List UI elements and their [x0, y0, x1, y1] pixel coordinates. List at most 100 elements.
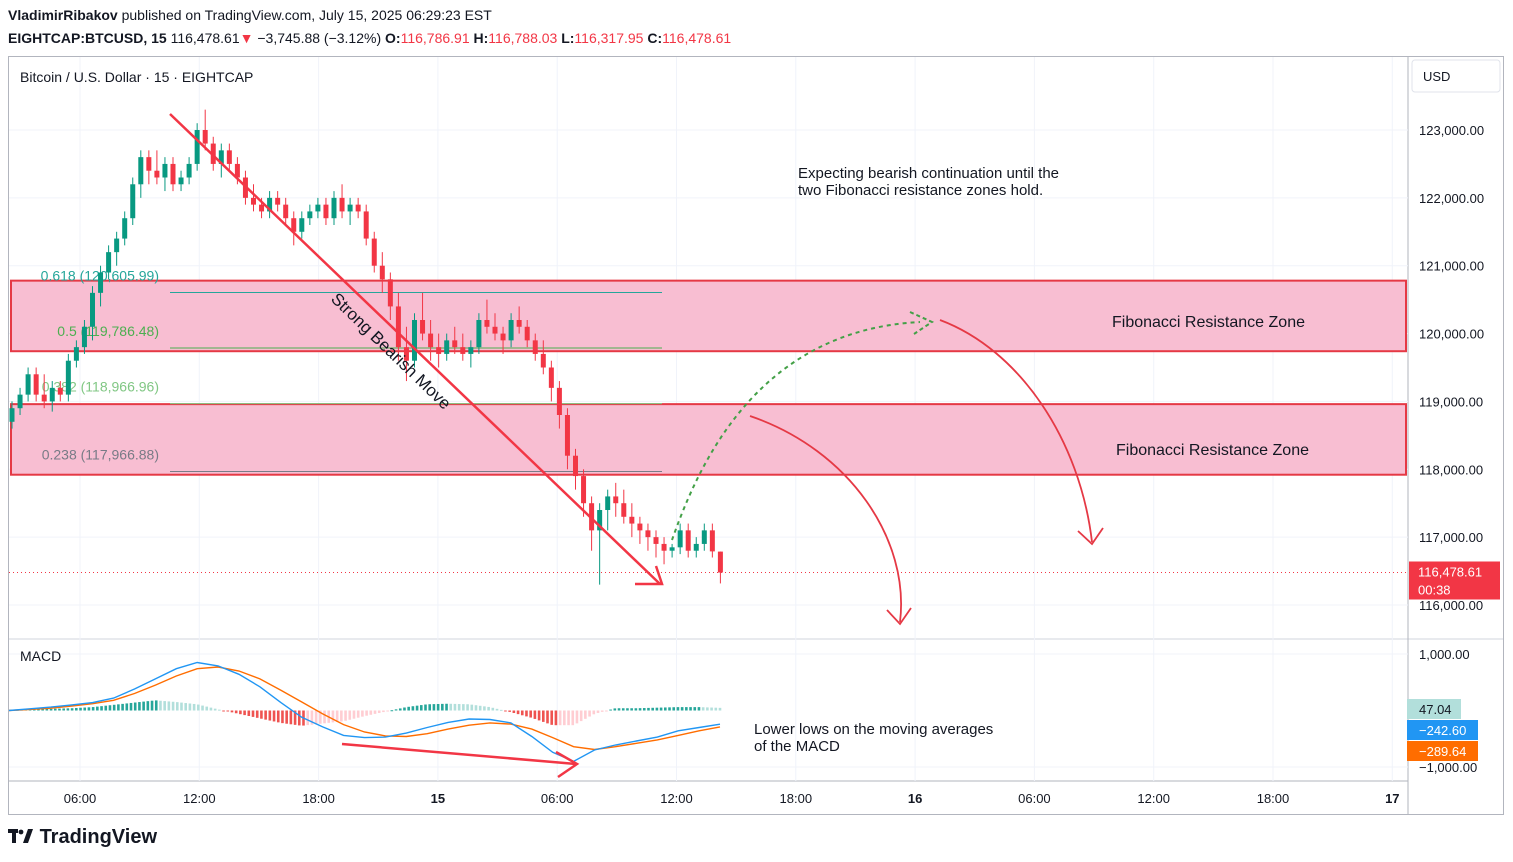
candle-body[interactable] [637, 523, 643, 531]
candle-body[interactable] [484, 320, 490, 327]
candle-body[interactable] [460, 347, 466, 354]
candle-body[interactable] [122, 218, 128, 239]
macd-divergence-arrow[interactable] [341, 742, 580, 779]
candle-body[interactable] [33, 374, 39, 395]
candle-body[interactable] [162, 163, 168, 178]
candle-body[interactable] [387, 279, 393, 307]
candle-body[interactable] [315, 204, 321, 212]
candle-body[interactable] [323, 204, 329, 219]
candle-body[interactable] [436, 347, 442, 354]
candle-body[interactable] [709, 530, 715, 552]
candle-body[interactable] [146, 157, 152, 171]
candlestick-series[interactable] [9, 109, 723, 585]
candle-body[interactable] [65, 360, 71, 395]
candle-body[interactable] [154, 170, 160, 178]
candle-body[interactable] [81, 326, 87, 348]
candle-body[interactable] [500, 333, 506, 341]
candle-body[interactable] [114, 238, 120, 253]
candle-body[interactable] [226, 150, 232, 164]
candle-body[interactable] [685, 530, 691, 551]
candle-body[interactable] [412, 320, 417, 361]
candle-body[interactable] [251, 197, 256, 205]
candle-body[interactable] [605, 496, 611, 510]
tradingview-logo[interactable]: TradingView [8, 826, 157, 849]
candle-body[interactable] [540, 353, 546, 368]
candle-body[interactable] [556, 387, 562, 415]
candle-body[interactable] [347, 204, 353, 212]
candle-body[interactable] [275, 197, 281, 205]
candle-body[interactable] [428, 333, 434, 348]
fib-resistance-zone-lower[interactable] [10, 403, 1407, 476]
candle-body[interactable] [17, 394, 23, 409]
candle-body[interactable] [307, 211, 313, 219]
candle-body[interactable] [98, 272, 104, 293]
candle-body[interactable] [621, 503, 627, 517]
candle-body[interactable] [629, 516, 635, 524]
bearish-projection-arrow-lower[interactable] [749, 415, 912, 626]
price-axis[interactable]: 123,000.00 122,000.00 121,000.00 120,000.00… [1419, 123, 1484, 613]
bearish-trend-arrow[interactable] [169, 113, 664, 586]
candle-body[interactable] [339, 197, 345, 212]
candle-body[interactable] [355, 204, 361, 212]
candle-body[interactable] [186, 163, 192, 178]
candle-body[interactable] [653, 537, 659, 544]
candle-body[interactable] [363, 211, 369, 239]
bullish-projection-arrow[interactable] [671, 311, 935, 541]
currency-button[interactable] [1411, 59, 1501, 93]
candle-body[interactable] [210, 143, 216, 164]
macd-line[interactable] [8, 661, 721, 763]
candle-body[interactable] [9, 408, 15, 422]
bearish-projection-arrow-upper[interactable] [939, 319, 1104, 546]
candle-body[interactable] [299, 218, 305, 232]
candle-body[interactable] [548, 367, 554, 388]
candle-body[interactable] [234, 163, 240, 178]
candle-body[interactable] [476, 320, 482, 348]
candle-body[interactable] [371, 238, 377, 266]
candle-body[interactable] [444, 340, 450, 354]
candle-body[interactable] [178, 177, 184, 185]
candle-body[interactable] [194, 130, 200, 164]
candle-body[interactable] [677, 530, 683, 548]
candle-body[interactable] [613, 496, 619, 504]
candle-body[interactable] [106, 252, 112, 273]
candle-body[interactable] [283, 204, 289, 219]
candle-body[interactable] [41, 394, 47, 402]
candle-body[interactable] [259, 204, 265, 212]
candle-body[interactable] [701, 530, 707, 544]
candle-body[interactable] [597, 510, 603, 531]
candle-body[interactable] [717, 551, 723, 573]
candle-body[interactable] [645, 530, 651, 538]
candle-body[interactable] [138, 157, 144, 185]
candle-body[interactable] [581, 476, 587, 504]
candle-body[interactable] [669, 547, 675, 551]
candle-body[interactable] [516, 320, 522, 327]
candle-body[interactable] [73, 347, 79, 361]
candle-body[interactable] [403, 347, 409, 361]
candle-body[interactable] [508, 320, 514, 341]
candle-body[interactable] [395, 306, 401, 348]
candle-body[interactable] [331, 197, 337, 219]
author-name[interactable]: VladimirRibakov [8, 7, 118, 23]
candle-body[interactable] [170, 163, 176, 185]
candle-body[interactable] [661, 543, 667, 551]
candle-body[interactable] [573, 455, 578, 477]
candle-body[interactable] [130, 184, 136, 219]
candle-body[interactable] [492, 326, 498, 334]
candle-body[interactable] [379, 265, 385, 280]
candle-body[interactable] [420, 320, 426, 334]
candle-body[interactable] [202, 130, 208, 144]
candle-body[interactable] [57, 387, 63, 395]
candle-body[interactable] [564, 415, 570, 456]
candle-body[interactable] [693, 543, 699, 551]
candle-body[interactable] [25, 374, 31, 395]
candle-body[interactable] [468, 347, 474, 354]
candle-body[interactable] [49, 387, 55, 402]
candle-body[interactable] [291, 218, 297, 232]
candle-body[interactable] [90, 292, 95, 327]
candle-body[interactable] [524, 326, 530, 341]
time-axis[interactable]: 06:00 12:00 18:00 15 06:00 12:00 18:00 16 06:00 1… [64, 791, 1400, 806]
candle-body[interactable] [532, 340, 538, 354]
candle-body[interactable] [267, 197, 273, 212]
macd-histogram[interactable] [8, 700, 722, 726]
